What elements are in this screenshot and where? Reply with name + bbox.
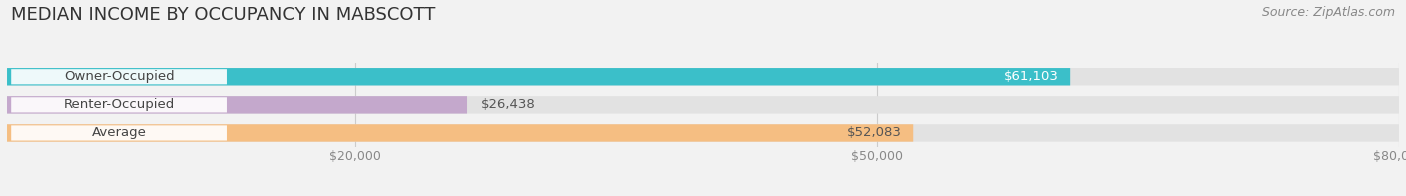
- Text: MEDIAN INCOME BY OCCUPANCY IN MABSCOTT: MEDIAN INCOME BY OCCUPANCY IN MABSCOTT: [11, 6, 436, 24]
- FancyBboxPatch shape: [11, 97, 226, 113]
- Text: Renter-Occupied: Renter-Occupied: [63, 98, 174, 111]
- Text: $61,103: $61,103: [1004, 70, 1059, 83]
- Text: Source: ZipAtlas.com: Source: ZipAtlas.com: [1261, 6, 1395, 19]
- FancyBboxPatch shape: [7, 68, 1399, 85]
- FancyBboxPatch shape: [11, 125, 226, 141]
- FancyBboxPatch shape: [7, 96, 467, 113]
- Text: $26,438: $26,438: [481, 98, 536, 111]
- FancyBboxPatch shape: [7, 124, 914, 142]
- FancyBboxPatch shape: [7, 124, 1399, 142]
- Text: $52,083: $52,083: [848, 126, 903, 139]
- FancyBboxPatch shape: [7, 68, 1070, 85]
- FancyBboxPatch shape: [7, 96, 1399, 113]
- Text: Average: Average: [91, 126, 146, 139]
- FancyBboxPatch shape: [11, 69, 226, 84]
- Text: Owner-Occupied: Owner-Occupied: [63, 70, 174, 83]
